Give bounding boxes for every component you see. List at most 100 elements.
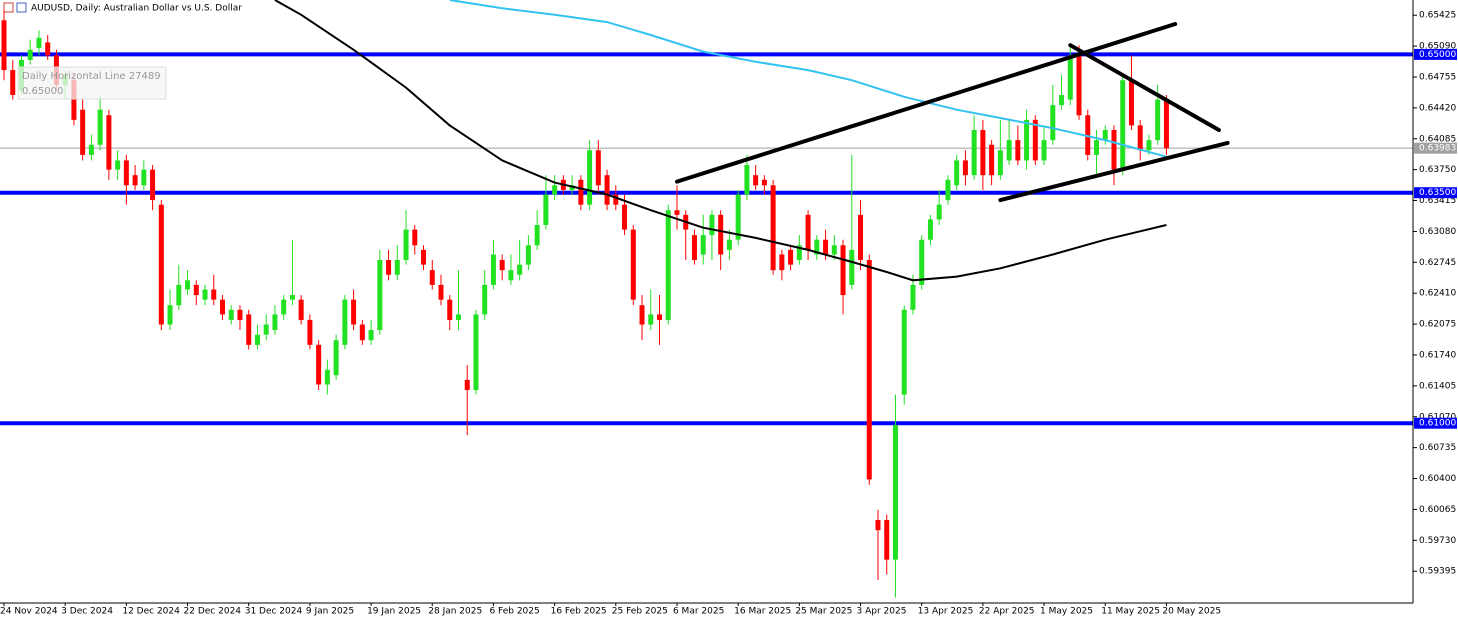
candle-body [499,260,505,271]
x-tick-label: 13 Apr 2025 [918,607,974,617]
y-tick-label: 0.62075 [1419,320,1456,330]
candle-body [421,249,427,265]
y-tick-label: 0.63415 [1419,196,1456,206]
candle-body [525,245,531,265]
x-tick-label: 3 Dec 2024 [61,607,113,617]
candle-body [691,235,697,261]
y-tick-label: 0.61070 [1419,412,1456,422]
candle-body [185,280,191,290]
candle-body [630,229,636,300]
candle-body [587,150,593,205]
candle-body [761,179,767,186]
candle-body [849,249,855,285]
candle-body [80,109,86,155]
candle-body [141,169,147,186]
candle-body [473,314,479,391]
y-tick-label: 0.65425 [1419,11,1456,21]
candle-body [228,309,234,320]
candle-body [770,185,776,271]
candle-body [1006,140,1012,161]
candle-body [735,194,741,240]
candle-body [788,249,794,265]
candle-body [997,150,1003,176]
x-tick-label: 3 Apr 2025 [857,607,907,617]
candle-body [464,379,470,391]
candle-body [508,270,514,281]
candle-body [150,169,156,201]
x-tick-label: 24 Nov 2024 [0,607,58,617]
candle-body [1059,94,1065,106]
candle-body [71,80,77,120]
candle-body [490,254,496,285]
candle-body [97,109,103,145]
y-tick-label: 0.63080 [1419,227,1456,237]
moving-average [449,0,1167,158]
candle-body [639,305,645,325]
candle-body [36,37,42,48]
candle-body [272,314,278,331]
candle-body [665,210,671,320]
candle-body [796,245,802,261]
candle-body [648,314,654,325]
x-tick-label: 22 Dec 2024 [184,607,242,617]
candle-body [1155,99,1161,141]
candle-body [368,330,374,341]
x-tick-label: 16 Feb 2025 [551,607,607,617]
candle-body [831,245,837,255]
candle-body [455,314,461,320]
candle-body [394,260,400,275]
candle-body [569,185,575,190]
candle-body [604,175,610,205]
candle-body [884,520,890,560]
candle-body [237,309,243,320]
y-tick-label: 0.59395 [1419,567,1456,577]
candle-body [1128,80,1134,126]
candle-body [281,299,287,315]
x-tick-label: 6 Mar 2025 [673,607,724,617]
candle-body [814,239,820,255]
x-tick-label: 19 Jan 2025 [367,607,421,617]
candle-body [307,319,313,345]
y-tick-label: 0.64420 [1419,103,1456,113]
level-label-box [1414,48,1457,60]
candle-body [613,194,619,205]
candle-body [971,130,977,176]
trendline [1068,43,1221,132]
candle-body [88,144,94,155]
candle-body [726,239,732,250]
tooltip: Daily Horizontal Line 27489 0.65000 [17,66,167,100]
current-price-label: 0.63983 [1419,144,1456,154]
x-tick-label: 31 Dec 2024 [245,607,303,617]
candle-body [10,70,16,95]
candle-body [27,49,33,60]
candle-body [429,270,435,285]
candle-body [412,229,418,246]
candle-body [892,425,898,560]
candle-body [840,245,846,296]
candle-body [342,299,348,345]
level-label: 0.63500 [1419,188,1456,198]
moving-average [274,0,1167,282]
trendline [675,22,1178,184]
candle-body [1111,130,1117,170]
candle-body [482,284,488,315]
candle-body [1,20,7,71]
candle-body [289,295,295,300]
candle-body [674,210,680,215]
level-label-box [1414,417,1457,429]
x-tick-label: 28 Jan 2025 [428,607,482,617]
candle-body [1041,140,1047,161]
y-tick-label: 0.64085 [1419,134,1456,144]
candle-body [167,305,173,325]
candle-body [246,314,252,345]
candle-body [945,179,951,201]
y-tick-label: 0.62745 [1419,258,1456,268]
candle-body [45,42,51,56]
candle-body [805,214,811,250]
candle-body [866,260,872,480]
candle-body [359,324,365,341]
candle-body [211,289,217,300]
candle-body [989,144,995,176]
